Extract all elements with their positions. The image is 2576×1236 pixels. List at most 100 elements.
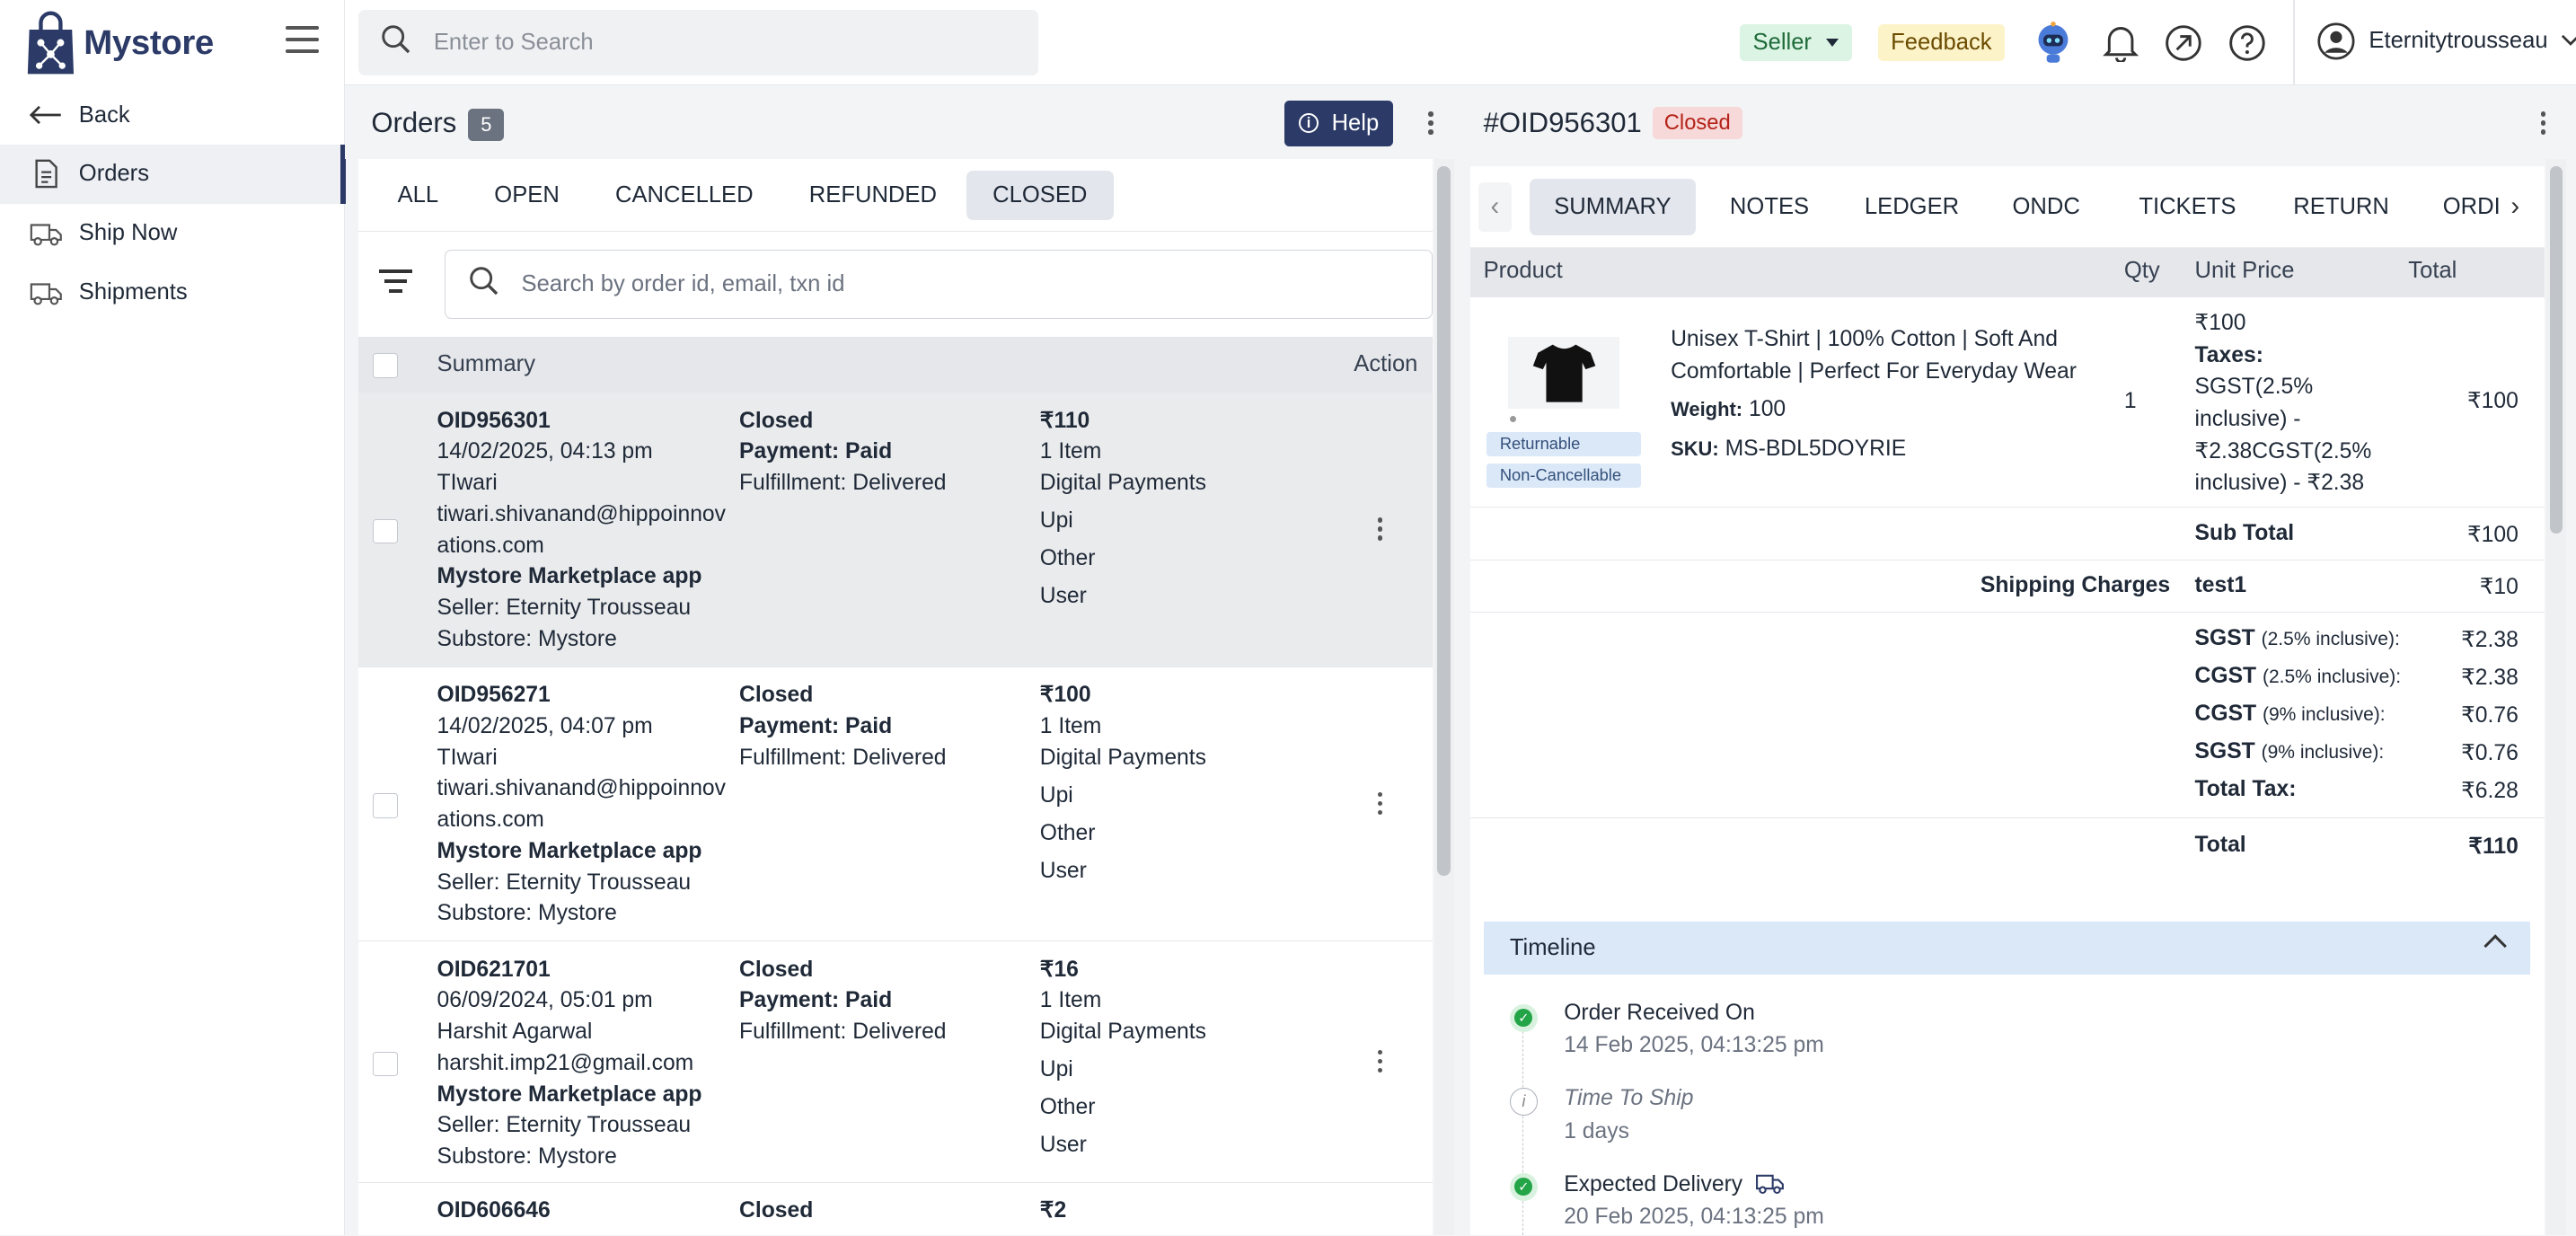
row-actions-icon[interactable] xyxy=(1375,517,1385,541)
more-options-icon[interactable] xyxy=(1426,111,1436,135)
robot-assistant-icon[interactable] xyxy=(2032,21,2075,65)
filter-row xyxy=(358,232,1433,337)
timeline: ✓ Order Received On 14 Feb 2025, 04:13:2… xyxy=(1484,975,2530,1236)
order-seller: Seller: Eternity Trousseau xyxy=(437,596,692,621)
external-link-icon[interactable] xyxy=(2162,22,2205,65)
timeline-line xyxy=(1522,1013,1524,1236)
fulfillment-status: Fulfillment: Delivered xyxy=(739,745,947,770)
row-actions-icon[interactable] xyxy=(1375,791,1385,816)
sidebar-item-orders[interactable]: Orders xyxy=(0,144,347,204)
topbar: Seller Feedback Eternitytrousseau xyxy=(345,0,2576,86)
tab-ledger[interactable]: LEDGER xyxy=(1864,193,1960,219)
select-all-checkbox[interactable] xyxy=(373,353,398,378)
chevron-up-icon xyxy=(2483,934,2508,958)
order-channel: Mystore Marketplace app xyxy=(437,838,702,863)
tab-orders[interactable]: ORDI xyxy=(2442,193,2501,219)
order-search[interactable] xyxy=(445,249,1433,319)
product-image[interactable] xyxy=(1508,336,1620,410)
order-id[interactable]: OID956301 xyxy=(437,408,551,433)
order-id[interactable]: OID956271 xyxy=(437,683,551,708)
feedback-button[interactable]: Feedback xyxy=(1877,24,2006,61)
tab-all[interactable]: ALL xyxy=(397,181,439,207)
help-circle-icon[interactable] xyxy=(2226,22,2269,65)
sidebar-item-ship-now[interactable]: Ship Now xyxy=(0,204,344,263)
global-search-input[interactable] xyxy=(433,30,1026,57)
tab-open[interactable]: OPEN xyxy=(494,181,560,207)
tax-value: ₹2.38 xyxy=(2461,665,2519,690)
orders-scrollbar[interactable] xyxy=(1434,159,1454,1236)
order-id[interactable]: OID606646 xyxy=(437,1198,551,1223)
order-amount: ₹110 xyxy=(1039,408,1090,433)
sub-total-row: Sub Total ₹100 xyxy=(1469,508,2545,561)
column-header-product: Product xyxy=(1483,258,1563,284)
order-status: Closed xyxy=(739,1198,814,1223)
bell-icon[interactable] xyxy=(2099,22,2142,65)
row-actions-icon[interactable] xyxy=(1375,1049,1385,1073)
order-substore: Substore: Mystore xyxy=(437,1144,617,1170)
table-row[interactable]: OID956301 14/02/2025, 04:13 pm TIwari ti… xyxy=(357,393,1433,667)
order-substore: Substore: Mystore xyxy=(437,626,617,651)
tab-ondc[interactable]: ONDC xyxy=(2012,193,2080,219)
order-seller: Seller: Eternity Trousseau xyxy=(437,1113,692,1138)
order-status-cell: Closed xyxy=(739,1196,1035,1227)
global-search[interactable] xyxy=(357,9,1038,76)
logo[interactable]: Mystore xyxy=(0,0,344,85)
tax-name: CGST xyxy=(2194,663,2257,688)
sidebar-item-shipments[interactable]: Shipments xyxy=(0,263,344,322)
sidebar-item-back[interactable]: Back xyxy=(0,85,344,145)
row-checkbox[interactable] xyxy=(373,793,398,818)
shipping-method: test1 xyxy=(2194,573,2247,598)
tax-line: CGST (9% inclusive): ₹0.76 xyxy=(2195,702,2519,728)
divider xyxy=(2293,0,2296,86)
more-options-icon[interactable] xyxy=(2538,111,2548,135)
payment-status: Payment: Paid xyxy=(739,713,893,738)
order-id[interactable]: OID621701 xyxy=(437,957,551,982)
tab-notes[interactable]: NOTES xyxy=(1729,193,1810,219)
payment-method: Digital Payments xyxy=(1039,1020,1206,1045)
row-checkbox[interactable] xyxy=(373,1051,398,1076)
tab-summary[interactable]: SUMMARY xyxy=(1529,179,1696,235)
sku-value: MS-BDL5DOYRIE xyxy=(1725,436,1907,461)
shipping-label: Shipping Charges xyxy=(1980,573,2171,598)
order-amount: ₹100 xyxy=(1039,683,1091,708)
seller-dropdown[interactable]: Seller xyxy=(1739,24,1853,61)
fulfillment-status: Fulfillment: Delivered xyxy=(739,471,947,496)
order-channel: Mystore Marketplace app xyxy=(437,564,702,589)
table-row[interactable]: OID956271 14/02/2025, 04:07 pm TIwari ti… xyxy=(357,667,1433,941)
help-button[interactable]: i Help xyxy=(1284,100,1393,146)
product-row: Returnable Non-Cancellable Unisex T-Shir… xyxy=(1469,297,2545,508)
tabs-next-icon[interactable]: › xyxy=(2498,182,2532,232)
order-search-input[interactable] xyxy=(521,270,1409,297)
timeline-header[interactable]: Timeline xyxy=(1483,922,2530,975)
scrollbar-thumb[interactable] xyxy=(2549,165,2563,534)
sidebar-item-label: Shipments xyxy=(78,279,188,305)
user-menu[interactable]: Eternitytrousseau xyxy=(2293,0,2576,86)
order-items: 1 Item xyxy=(1039,439,1102,464)
tabs-prev-icon[interactable]: ‹ xyxy=(1478,182,1512,232)
customer-email: tiwari.shivanand@hippoinnovations.com xyxy=(437,776,727,833)
filter-icon[interactable] xyxy=(378,269,414,299)
tab-closed[interactable]: CLOSED xyxy=(966,170,1114,220)
menu-toggle-icon[interactable] xyxy=(286,26,319,56)
tax-breakdown: SGST (2.5% inclusive): ₹2.38 CGST (2.5% … xyxy=(1469,613,2545,818)
tab-return[interactable]: RETURN xyxy=(2293,193,2389,219)
table-row[interactable]: OID606646 Closed ₹2 xyxy=(358,1183,1433,1236)
product-name[interactable]: Unisex T-Shirt | 100% Cotton | Soft And … xyxy=(1671,327,2077,384)
detail-scrollbar[interactable] xyxy=(2545,159,2566,1236)
row-checkbox[interactable] xyxy=(373,518,398,544)
logo-text: Mystore xyxy=(84,22,214,62)
sidebar: Mystore Back Orders Ship Now xyxy=(0,0,347,1236)
orders-header: Orders 5 i Help xyxy=(345,86,1456,160)
sidebar-item-label: Orders xyxy=(78,161,149,187)
order-date: 06/09/2024, 05:01 pm xyxy=(437,988,653,1013)
placed-by: User xyxy=(1039,858,1087,883)
payment-other: Other xyxy=(1039,820,1096,845)
scrollbar-thumb[interactable] xyxy=(1437,165,1451,876)
search-icon xyxy=(381,24,410,61)
table-row[interactable]: OID621701 06/09/2024, 05:01 pm Harshit A… xyxy=(357,941,1433,1183)
tab-cancelled[interactable]: CANCELLED xyxy=(615,181,754,207)
payment-mode: Upi xyxy=(1039,1057,1073,1082)
order-channel: Mystore Marketplace app xyxy=(437,1082,702,1107)
tab-refunded[interactable]: REFUNDED xyxy=(808,181,937,207)
tab-tickets[interactable]: TICKETS xyxy=(2139,193,2236,219)
